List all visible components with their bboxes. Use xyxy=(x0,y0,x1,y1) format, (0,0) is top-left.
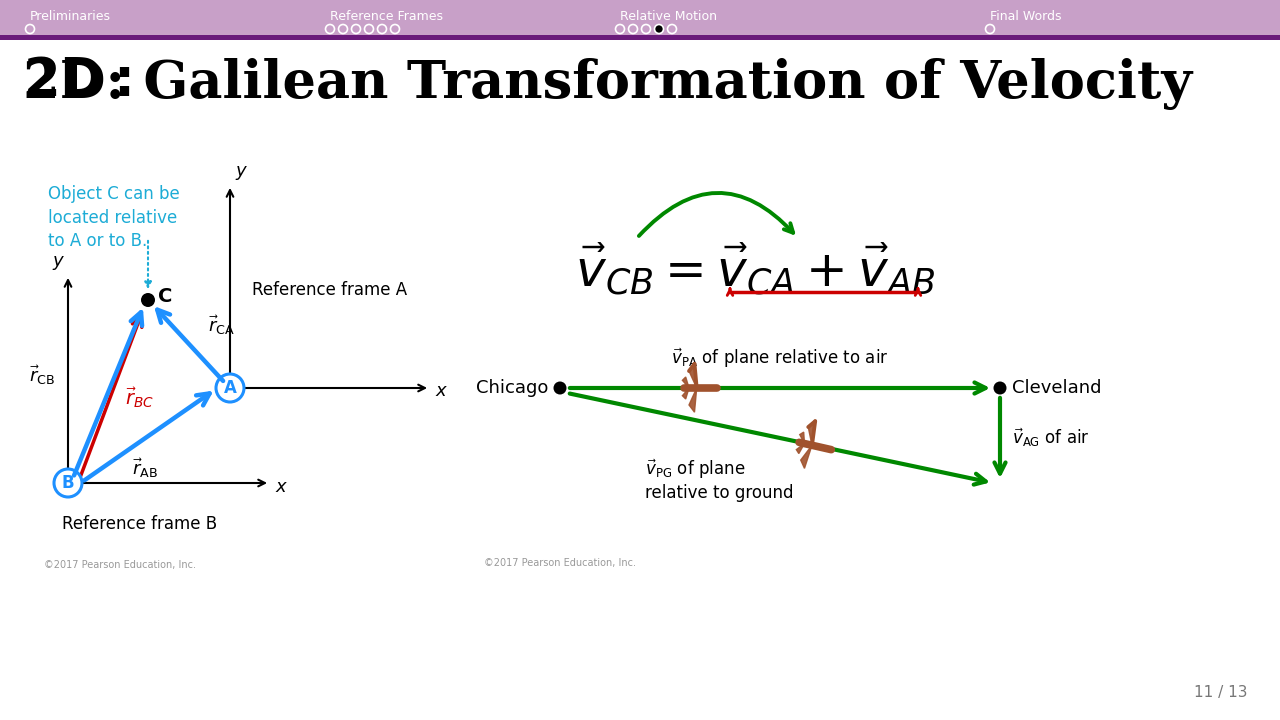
Text: $\vec{r}_{\rm CA}$: $\vec{r}_{\rm CA}$ xyxy=(207,313,236,337)
Text: $y$: $y$ xyxy=(236,164,248,182)
Text: ©2017 Pearson Education, Inc.: ©2017 Pearson Education, Inc. xyxy=(484,558,636,568)
Text: Final Words: Final Words xyxy=(989,10,1061,23)
Text: 2D: Galilean Transformation of Velocity: 2D: Galilean Transformation of Velocity xyxy=(23,58,1192,110)
Circle shape xyxy=(553,382,567,395)
Polygon shape xyxy=(682,377,689,388)
Circle shape xyxy=(54,469,82,497)
Text: Relative Motion: Relative Motion xyxy=(620,10,717,23)
Text: $\vec{v}_{CB} = \vec{v}_{CA} + \vec{v}_{AB}$: $\vec{v}_{CB} = \vec{v}_{CA} + \vec{v}_{… xyxy=(575,242,936,298)
Circle shape xyxy=(993,382,1006,395)
Circle shape xyxy=(141,293,155,307)
Text: Reference Frames: Reference Frames xyxy=(330,10,443,23)
Text: Reference frame B: Reference frame B xyxy=(61,515,218,533)
Polygon shape xyxy=(801,445,812,469)
Text: ©2017 Pearson Education, Inc.: ©2017 Pearson Education, Inc. xyxy=(44,560,196,570)
Text: B: B xyxy=(61,474,74,492)
Text: $\vec{v}_{\rm PA}$ of plane relative to air: $\vec{v}_{\rm PA}$ of plane relative to … xyxy=(671,346,888,370)
Polygon shape xyxy=(808,421,815,445)
Text: A: A xyxy=(224,379,237,397)
Text: Object C can be
located relative
to A or to B.: Object C can be located relative to A or… xyxy=(49,185,179,250)
Text: Chicago: Chicago xyxy=(476,379,548,397)
Text: $\vec{r}_{\rm CB}$: $\vec{r}_{\rm CB}$ xyxy=(29,363,55,387)
Text: C: C xyxy=(157,287,173,305)
Text: $x$: $x$ xyxy=(435,382,448,400)
Bar xyxy=(0,35,1280,40)
Text: Cleveland: Cleveland xyxy=(1012,379,1102,397)
Circle shape xyxy=(216,374,244,402)
Text: $\vec{r}_{\rm AB}$: $\vec{r}_{\rm AB}$ xyxy=(132,456,157,480)
Text: $y$: $y$ xyxy=(52,254,65,272)
Bar xyxy=(0,0,1280,40)
Text: $\vec{v}_{\rm PG}$ of plane
relative to ground: $\vec{v}_{\rm PG}$ of plane relative to … xyxy=(645,458,794,503)
Text: $\mathbf{2D:}$: $\mathbf{2D:}$ xyxy=(23,55,147,107)
Polygon shape xyxy=(689,364,696,388)
Text: Reference frame A: Reference frame A xyxy=(252,281,407,299)
Text: $x$: $x$ xyxy=(275,478,288,496)
Text: 11 / 13: 11 / 13 xyxy=(1194,685,1248,700)
Polygon shape xyxy=(689,388,696,412)
Text: $\vec{r}_{BC}$: $\vec{r}_{BC}$ xyxy=(125,386,154,410)
Text: Preliminaries: Preliminaries xyxy=(29,10,111,23)
Polygon shape xyxy=(796,444,804,454)
Circle shape xyxy=(654,24,663,34)
Polygon shape xyxy=(800,432,804,444)
Polygon shape xyxy=(682,388,689,399)
Text: $\vec{v}_{\rm AG}$ of air: $\vec{v}_{\rm AG}$ of air xyxy=(1012,427,1089,449)
